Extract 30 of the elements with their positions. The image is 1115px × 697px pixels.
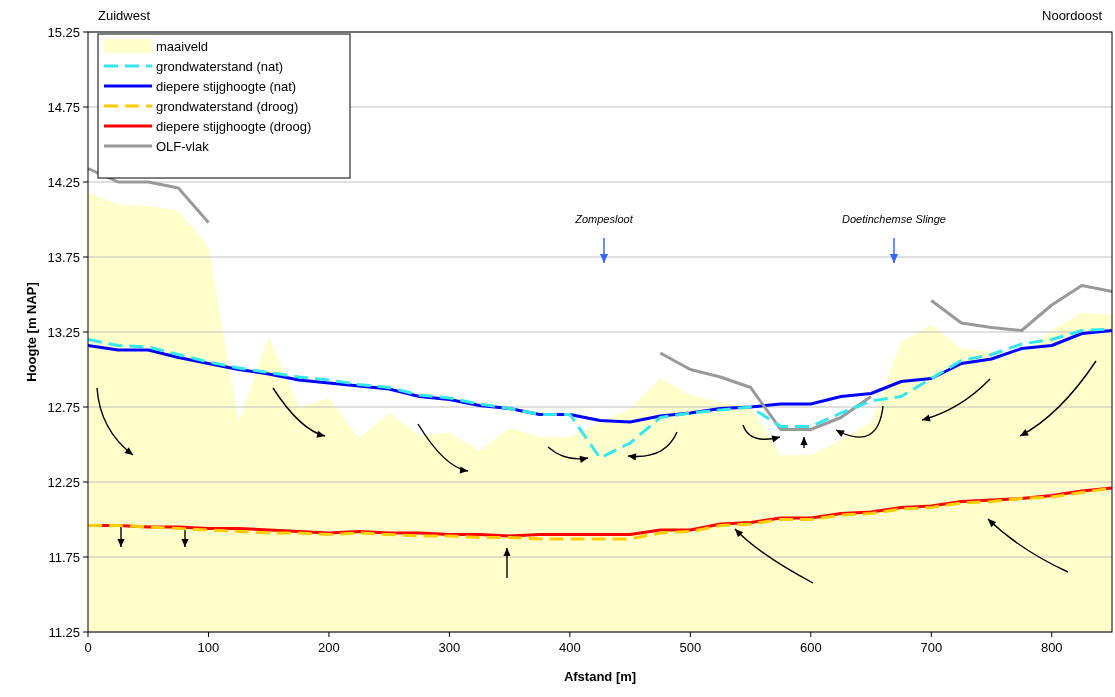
y-tick-label: 13.75 xyxy=(47,249,80,265)
x-tick-label: 700 xyxy=(920,640,943,655)
x-tick-label: 300 xyxy=(438,640,461,655)
x-tick-label: 800 xyxy=(1040,640,1063,655)
y-tick-label: 12.25 xyxy=(47,474,80,490)
legend-label: diepere stijghoogte (nat) xyxy=(156,78,297,94)
legend-label: OLF-vlak xyxy=(156,138,210,154)
legend-label: diepere stijghoogte (droog) xyxy=(156,118,312,134)
annotation: Zompesloot xyxy=(574,213,634,225)
x-tick-label: 200 xyxy=(318,640,340,655)
text: Zuidwest xyxy=(98,8,151,23)
y-tick-label: 14.75 xyxy=(47,99,80,115)
y-tick-label: 11.75 xyxy=(48,549,80,565)
annotation: Doetinchemse Slinge xyxy=(842,213,946,225)
y-tick-label: 15.25 xyxy=(47,24,80,40)
y-tick-label: 14.25 xyxy=(47,174,80,190)
x-tick-label: 500 xyxy=(679,640,702,655)
y-tick-label: 12.75 xyxy=(47,399,80,415)
x-tick-label: 600 xyxy=(799,640,822,655)
y-tick-label: 13.25 xyxy=(47,324,80,340)
text: Noordoost xyxy=(1042,8,1103,23)
x-tick-label: 100 xyxy=(197,640,220,655)
legend-label: grondwaterstand (droog) xyxy=(156,98,299,114)
legend-label: maaiveld xyxy=(156,38,209,54)
x-tick-label: 400 xyxy=(559,640,581,655)
legend-label: grondwaterstand (nat) xyxy=(156,58,284,74)
x-axis-title: Afstand [m] xyxy=(563,669,637,684)
x-tick-label: 0 xyxy=(84,640,92,655)
y-axis-title: Hoogte [m NAP] xyxy=(24,282,39,382)
y-tick-label: 11.25 xyxy=(48,624,80,640)
